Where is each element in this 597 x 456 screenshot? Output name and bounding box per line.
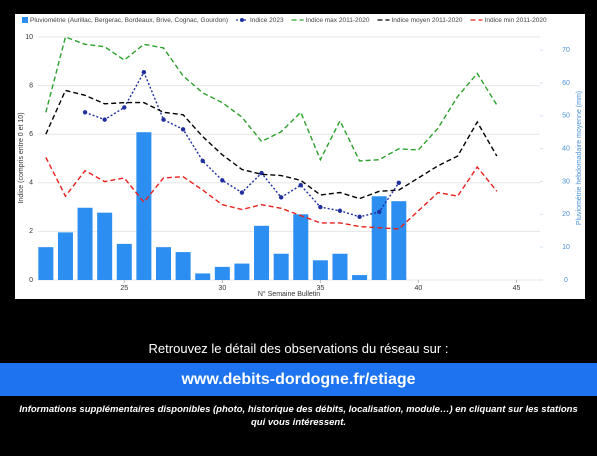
line xyxy=(45,89,498,200)
bar xyxy=(391,201,407,280)
bar xyxy=(254,225,270,280)
y2-tick-label: 70 xyxy=(562,47,570,54)
marker xyxy=(161,117,166,122)
legend-label: Indice 2023 xyxy=(250,17,284,24)
marker xyxy=(141,70,147,75)
bar xyxy=(214,266,230,280)
marker xyxy=(318,204,323,210)
x-tick-label: 35 xyxy=(316,285,324,292)
marker xyxy=(220,178,225,183)
y2-tick-label: 0 xyxy=(564,277,568,284)
marker xyxy=(102,117,107,122)
bar xyxy=(234,263,250,280)
bar xyxy=(116,243,132,280)
info-text: Informations supplémentaires disponibles… xyxy=(19,404,578,428)
y2-axis-title: Pluviométrie hebdomadaire moyenne (mm) xyxy=(576,91,583,225)
y2-tick-label: 30 xyxy=(562,178,570,185)
marker xyxy=(298,183,303,188)
marker xyxy=(82,110,88,115)
marker xyxy=(377,209,382,215)
bar xyxy=(293,214,309,280)
bar xyxy=(195,273,211,280)
bar xyxy=(371,196,387,280)
y2-tick-label: 50 xyxy=(562,113,570,120)
y-tick-label: 8 xyxy=(29,82,33,89)
y-axis-title: Indice (compris entre 0 et 10) xyxy=(18,112,25,203)
y2-tick-label: 20 xyxy=(562,211,570,218)
legend-swatch xyxy=(22,17,28,23)
chart: N° Semaine Bulletin Indice (compris entr… xyxy=(15,14,585,299)
marker xyxy=(200,158,205,164)
bar xyxy=(156,247,171,280)
marker xyxy=(122,105,127,110)
intro-text: Retrouvez le détail des observations du … xyxy=(148,341,449,356)
x-tick-label: 40 xyxy=(415,285,423,292)
y-tick-label: 0 xyxy=(29,277,33,284)
legend-label: Indice min 2011-2020 xyxy=(485,17,547,24)
bar xyxy=(38,247,54,280)
bar xyxy=(352,275,368,280)
y-tick-label: 2 xyxy=(29,228,33,235)
marker xyxy=(180,127,186,132)
x-axis-title: N° Semaine Bulletin xyxy=(258,290,320,298)
bar xyxy=(273,253,289,280)
bar xyxy=(332,253,348,280)
marker xyxy=(357,214,362,220)
legend-label: Indice moyen 2011-2020 xyxy=(391,17,462,24)
bar xyxy=(136,132,152,280)
line xyxy=(45,156,498,230)
y2-tick-label: 40 xyxy=(562,145,570,152)
y-tick-label: 4 xyxy=(29,180,33,187)
y2-tick-label: 60 xyxy=(562,80,570,87)
marker xyxy=(396,180,402,185)
bar xyxy=(312,260,328,280)
legend-label: Indice max 2011-2020 xyxy=(306,17,370,24)
x-tick-label: 30 xyxy=(218,285,226,292)
marker xyxy=(278,195,284,200)
y2-tick-label: 10 xyxy=(562,244,570,251)
marker xyxy=(239,190,245,195)
marker xyxy=(337,208,343,213)
legend-marker xyxy=(239,18,244,22)
bar xyxy=(77,207,93,280)
y-tick-label: 6 xyxy=(29,131,33,138)
bar xyxy=(175,252,191,280)
x-tick-label: 25 xyxy=(120,285,128,292)
legend-label: Pluviométrie (Aurillac, Bergerac, Bordea… xyxy=(30,17,228,24)
x-tick-label: 45 xyxy=(513,285,521,292)
y-tick-label: 10 xyxy=(25,34,33,41)
line xyxy=(45,36,498,162)
bar xyxy=(57,232,73,280)
bar xyxy=(97,212,113,280)
link[interactable]: www.debits-dordogne.fr/etiage xyxy=(0,363,597,396)
